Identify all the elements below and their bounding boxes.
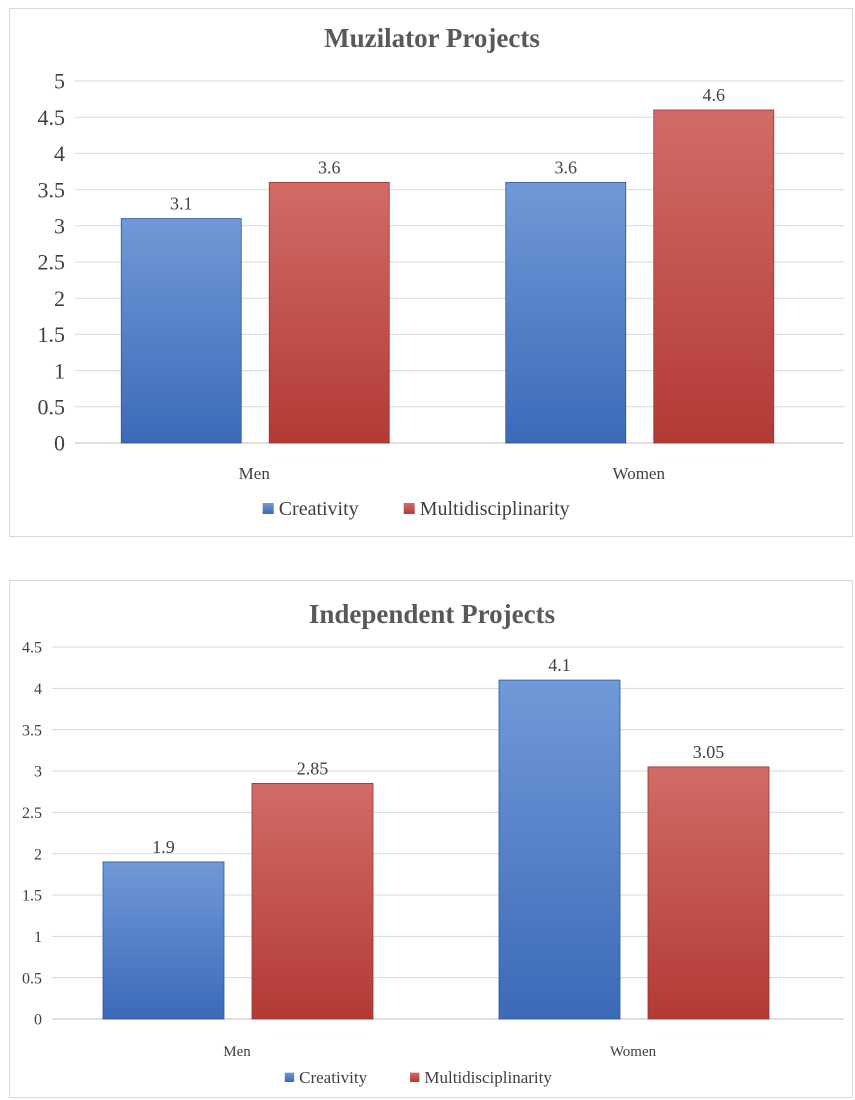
data-label: 2.85 [297,758,329,778]
bar-creativity-women [498,679,621,1020]
bar-creativity-women [505,181,627,444]
legend-swatch [410,1072,420,1082]
data-label: 1.9 [152,837,175,857]
y-tick-label: 2 [34,846,42,863]
y-tick-label: 1 [54,358,65,383]
y-tick-label: 2.5 [38,250,66,275]
y-tick-label: 2 [54,286,65,311]
chart-svg-muzilator: Muzilator Projects 0 0.5 1 1.5 2 2.5 3 3.5 4 4.5 5 3… [38,23,844,520]
y-tick-label: 4.5 [22,640,42,657]
legend-label: Creativity [299,1068,367,1087]
legend-label: Creativity [279,498,359,520]
y-tick-label: 5 [54,69,65,94]
bar-creativity-men [102,861,225,1020]
x-category-label: Men [239,464,271,483]
y-tick-label: 3.5 [22,722,42,739]
legend-swatch [284,1072,295,1082]
chart-independent-projects: Independent Projects 0 0.5 1 1.5 2 2.5 3 3.5 4 4.5… [9,580,853,1098]
legend-label: Multidisciplinarity [420,498,570,520]
data-label: 3.6 [555,157,578,177]
y-tick-label: 1.5 [38,322,66,347]
y-tick-label: 0.5 [38,395,66,420]
y-tick-label: 0 [54,431,65,456]
chart-svg-independent: Independent Projects 0 0.5 1 1.5 2 2.5 3 3.5 4 4.5… [22,599,844,1087]
x-category-label: Men [223,1044,251,1060]
data-label: 3.05 [693,742,725,762]
data-label: 3.1 [170,194,193,214]
data-label: 4.6 [703,85,726,105]
bar-creativity-men [120,218,242,444]
legend-item-multidisciplinarity: Multidisciplinarity [410,1068,552,1087]
y-tick-label: 3 [54,214,65,239]
y-tick-label: 1.5 [22,888,42,905]
y-tick-label: 4.5 [38,105,66,130]
legend-label: Multidisciplinarity [424,1068,552,1087]
bar-multidisciplinarity-women [647,766,770,1020]
y-tick-label: 4 [54,141,65,166]
x-category-label: Women [613,464,666,483]
legend-swatch [403,503,415,514]
y-tick-label: 0.5 [22,970,42,987]
bar-multidisciplinarity-women [653,109,775,444]
bar-multidisciplinarity-men [268,181,390,444]
legend-item-creativity: Creativity [284,1068,368,1087]
legend-item-multidisciplinarity: Multidisciplinarity [403,498,570,520]
y-tick-label: 2.5 [22,805,42,822]
chart-title: Muzilator Projects [324,23,540,53]
chart-muzilator-projects: Muzilator Projects 0 0.5 1 1.5 2 2.5 3 3.5 4 4.5 5 3… [9,8,853,537]
data-label: 4.1 [548,655,571,675]
y-tick-label: 4 [34,681,42,698]
x-category-label: Women [610,1044,657,1060]
y-tick-label: 0 [34,1012,42,1029]
y-tick-label: 3.5 [38,177,66,202]
y-tick-label: 1 [34,929,42,946]
y-tick-label: 3 [34,764,42,781]
chart-title: Independent Projects [309,599,555,629]
legend-item-creativity: Creativity [262,498,359,520]
legend-swatch [262,503,274,514]
bar-multidisciplinarity-men [251,782,374,1020]
data-label: 3.6 [318,157,341,177]
